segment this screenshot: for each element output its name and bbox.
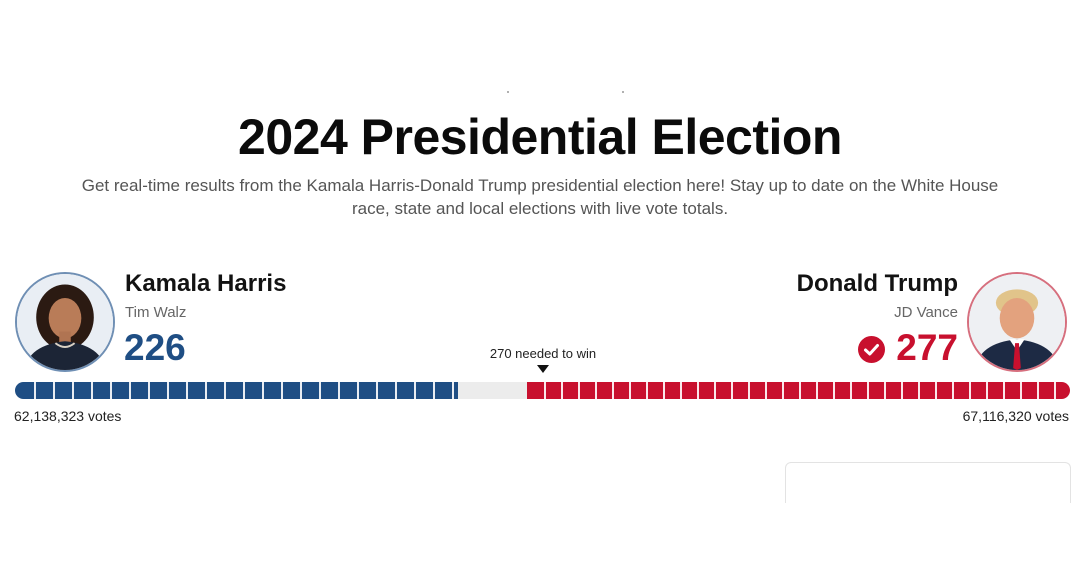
state-divider bbox=[1003, 382, 1005, 399]
check-circle-icon bbox=[858, 336, 885, 363]
state-divider bbox=[319, 382, 321, 399]
electoral-votes-trump: 277 bbox=[896, 327, 958, 368]
state-divider bbox=[969, 382, 971, 399]
state-divider bbox=[578, 382, 580, 399]
results-card bbox=[785, 462, 1071, 503]
state-divider bbox=[414, 382, 416, 399]
state-divider bbox=[544, 382, 546, 399]
harris-bar-segment[interactable] bbox=[15, 382, 458, 399]
state-divider bbox=[748, 382, 750, 399]
state-divider bbox=[1020, 382, 1022, 399]
state-divider bbox=[816, 382, 818, 399]
state-divider bbox=[901, 382, 903, 399]
trump-avatar[interactable] bbox=[967, 272, 1067, 372]
state-divider bbox=[612, 382, 614, 399]
state-divider bbox=[561, 382, 563, 399]
state-divider bbox=[205, 382, 207, 399]
state-divider bbox=[697, 382, 699, 399]
state-divider bbox=[714, 382, 716, 399]
state-divider bbox=[884, 382, 886, 399]
state-divider bbox=[91, 382, 93, 399]
popular-votes-trump: 67,116,320 votes bbox=[962, 408, 1069, 424]
state-divider bbox=[243, 382, 245, 399]
state-divider bbox=[186, 382, 188, 399]
popular-votes-harris: 62,138,323 votes bbox=[14, 408, 122, 424]
page-description: Get real-time results from the Kamala Ha… bbox=[81, 176, 999, 218]
state-divider bbox=[129, 382, 131, 399]
threshold-marker-icon bbox=[537, 365, 549, 373]
trump-bar-segment[interactable] bbox=[527, 382, 1070, 399]
state-divider bbox=[731, 382, 733, 399]
state-divider bbox=[799, 382, 801, 399]
electoral-vote-bar bbox=[15, 382, 1070, 399]
state-divider bbox=[34, 382, 36, 399]
candidate-portrait-icon bbox=[17, 274, 113, 370]
state-divider bbox=[357, 382, 359, 399]
state-divider bbox=[595, 382, 597, 399]
state-divider bbox=[1054, 382, 1056, 399]
state-divider bbox=[918, 382, 920, 399]
state-divider bbox=[110, 382, 112, 399]
harris-avatar[interactable] bbox=[15, 272, 115, 372]
state-divider bbox=[867, 382, 869, 399]
win-threshold-label: 270 needed to win bbox=[489, 346, 597, 361]
state-divider bbox=[680, 382, 682, 399]
state-divider bbox=[452, 382, 454, 399]
state-divider bbox=[833, 382, 835, 399]
state-divider bbox=[148, 382, 150, 399]
state-divider bbox=[1037, 382, 1039, 399]
state-divider bbox=[629, 382, 631, 399]
candidate-name-trump[interactable]: Donald Trump bbox=[796, 270, 958, 297]
candidate-portrait-icon bbox=[969, 274, 1065, 370]
state-divider bbox=[952, 382, 954, 399]
state-dividers bbox=[15, 382, 458, 399]
state-divider bbox=[224, 382, 226, 399]
state-divider bbox=[72, 382, 74, 399]
state-divider bbox=[663, 382, 665, 399]
state-divider bbox=[986, 382, 988, 399]
state-divider bbox=[395, 382, 397, 399]
state-divider bbox=[935, 382, 937, 399]
stray-dot bbox=[622, 91, 624, 93]
state-divider bbox=[338, 382, 340, 399]
state-divider bbox=[782, 382, 784, 399]
candidate-name-harris[interactable]: Kamala Harris bbox=[125, 270, 287, 297]
state-divider bbox=[433, 382, 435, 399]
state-divider bbox=[53, 382, 55, 399]
state-divider bbox=[167, 382, 169, 399]
stray-dot bbox=[507, 91, 509, 93]
state-dividers bbox=[527, 382, 1070, 399]
state-divider bbox=[262, 382, 264, 399]
state-divider bbox=[281, 382, 283, 399]
state-divider bbox=[646, 382, 648, 399]
state-divider bbox=[300, 382, 302, 399]
running-mate-walz: Tim Walz bbox=[125, 304, 187, 321]
running-mate-vance: JD Vance bbox=[894, 304, 958, 321]
state-divider bbox=[376, 382, 378, 399]
electoral-votes-harris: 226 bbox=[124, 327, 186, 368]
state-divider bbox=[765, 382, 767, 399]
page-title: 2024 Presidential Election bbox=[238, 109, 842, 165]
state-divider bbox=[850, 382, 852, 399]
